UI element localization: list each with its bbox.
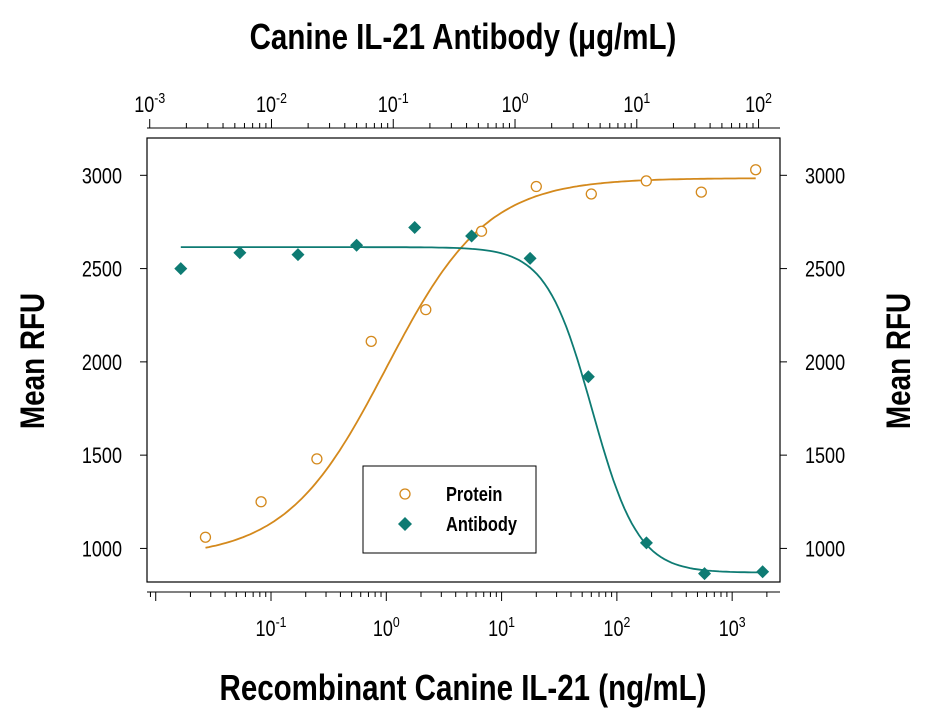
- antibody-point: [639, 536, 653, 550]
- bottom-tick-label: 103: [719, 614, 746, 642]
- legend: Protein Antibody: [362, 465, 537, 554]
- y-tick-label-right: 1000: [805, 538, 845, 562]
- top-tick-label: 101: [623, 90, 650, 118]
- antibody-point: [233, 246, 247, 260]
- antibody-point: [523, 251, 537, 265]
- protein-point: [695, 186, 707, 198]
- antibody-point: [581, 370, 595, 384]
- plot-area: [146, 137, 781, 583]
- antibody-point: [756, 565, 770, 579]
- bottom-tick-label: 101: [488, 614, 515, 642]
- antibody-point: [465, 229, 479, 243]
- legend-antibody-label: Antibody: [446, 512, 518, 535]
- top-tick-label: 10-3: [134, 90, 165, 118]
- antibody-fit-line: [180, 246, 763, 574]
- y-tick-label-left: 2500: [82, 258, 122, 282]
- protein-point: [475, 225, 488, 237]
- y-tick-label-left: 1500: [82, 445, 122, 469]
- protein-point: [199, 531, 212, 543]
- protein-point: [530, 180, 542, 193]
- protein-point: [750, 164, 762, 176]
- bottom-axis-ticks: 10-1 100 101 102 103: [147, 591, 780, 642]
- protein-point: [365, 335, 377, 347]
- top-tick-label: 10-1: [378, 90, 409, 118]
- protein-point: [420, 303, 432, 316]
- antibody-point: [350, 238, 364, 252]
- legend-box: [362, 465, 537, 554]
- legend-antibody-marker: [398, 517, 412, 531]
- y-axis-label-right: Mean RFU: [879, 293, 917, 429]
- x-axis-label: Recombinant Canine IL-21 (ng/mL): [220, 667, 707, 707]
- protein-point: [255, 496, 267, 508]
- bottom-tick-label: 10-1: [256, 614, 287, 642]
- y-tick-label-right: 2000: [805, 351, 845, 375]
- protein-point: [640, 175, 652, 187]
- protein-point: [585, 188, 597, 200]
- y-tick-label-right: 3000: [805, 165, 845, 189]
- y-tick-label-left: 3000: [82, 165, 122, 189]
- protein-point: [311, 453, 323, 465]
- top-tick-label: 100: [502, 90, 529, 118]
- top-tick-label: 102: [745, 90, 772, 118]
- top-axis-ticks: 10-3 10-2 10-1 100 101 102: [134, 90, 780, 129]
- series-layer: [174, 164, 770, 581]
- y-axis-label-left: Mean RFU: [13, 293, 51, 429]
- y-tick-label-right: 2500: [805, 258, 845, 282]
- antibody-point: [174, 262, 188, 276]
- antibody-point: [291, 248, 305, 262]
- top-tick-label: 10-2: [256, 90, 287, 118]
- antibody-point: [408, 221, 422, 235]
- chart-title: Canine IL-21 Antibody (μg/mL): [250, 16, 677, 56]
- y-axis-ticks: 1000 1000 1500 1500 2000 2000 2500 2500 3000 3000: [82, 165, 845, 562]
- y-tick-label-right: 1500: [805, 445, 845, 469]
- bottom-tick-label: 102: [603, 614, 630, 642]
- y-tick-label-left: 2000: [82, 351, 122, 375]
- antibody-point: [698, 567, 712, 581]
- y-tick-label-left: 1000: [82, 538, 122, 562]
- legend-protein-label: Protein: [446, 482, 502, 505]
- legend-protein-marker: [399, 488, 411, 500]
- bottom-tick-label: 100: [373, 614, 400, 642]
